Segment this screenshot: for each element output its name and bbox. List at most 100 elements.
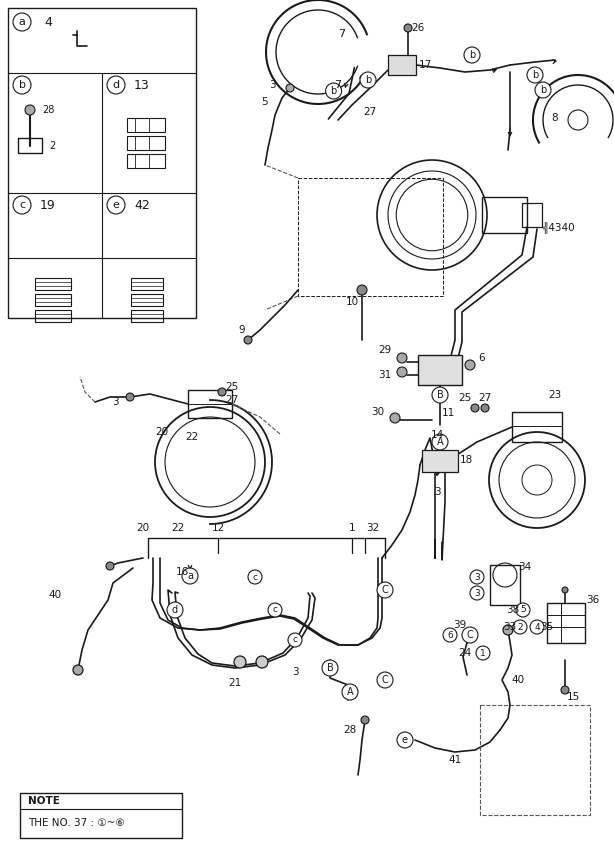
Text: 28: 28	[343, 725, 357, 735]
Text: 5: 5	[262, 97, 268, 107]
Bar	[512, 412, 562, 442]
Text: b: b	[532, 70, 538, 80]
Circle shape	[325, 83, 341, 99]
Bar	[522, 203, 542, 227]
Circle shape	[268, 603, 282, 617]
Text: 2: 2	[49, 141, 55, 151]
Circle shape	[465, 360, 475, 370]
Text: 24: 24	[459, 648, 472, 658]
Circle shape	[527, 67, 543, 83]
Text: A: A	[437, 437, 443, 447]
Text: C: C	[382, 585, 389, 595]
Text: B: B	[327, 663, 333, 673]
Text: 18: 18	[459, 455, 473, 465]
Bar	[482, 197, 527, 233]
Circle shape	[377, 672, 393, 688]
Circle shape	[535, 82, 551, 98]
Text: 20: 20	[155, 427, 169, 437]
Text: 3: 3	[292, 667, 298, 677]
Circle shape	[462, 627, 478, 643]
Circle shape	[432, 387, 448, 403]
Text: C: C	[467, 630, 473, 640]
Circle shape	[476, 646, 490, 660]
Bar	[131, 294, 163, 306]
Circle shape	[377, 582, 393, 598]
Text: 14: 14	[430, 430, 444, 440]
Text: 25: 25	[225, 382, 239, 392]
Circle shape	[244, 336, 252, 344]
Text: a: a	[187, 571, 193, 581]
Text: 3: 3	[269, 80, 275, 90]
Text: c: c	[292, 636, 298, 644]
Text: A: A	[347, 687, 353, 697]
Bar	[8, 8, 196, 318]
Text: 3: 3	[474, 573, 480, 581]
Circle shape	[13, 196, 31, 214]
Text: 7: 7	[335, 80, 341, 90]
Text: 17: 17	[418, 60, 432, 70]
Text: 26: 26	[411, 23, 425, 33]
Circle shape	[106, 562, 114, 570]
Bar	[388, 55, 416, 75]
Text: C: C	[382, 675, 389, 685]
Circle shape	[13, 76, 31, 94]
Circle shape	[234, 656, 246, 668]
Circle shape	[503, 625, 513, 635]
Text: 33: 33	[503, 622, 516, 632]
Circle shape	[107, 76, 125, 94]
Text: e: e	[402, 735, 408, 745]
Bar	[418, 355, 462, 385]
Text: b: b	[18, 80, 26, 90]
Text: 5: 5	[520, 605, 526, 615]
Text: 3: 3	[112, 397, 119, 407]
Circle shape	[562, 587, 568, 593]
Circle shape	[561, 686, 569, 694]
Bar	[20, 793, 182, 838]
Bar	[422, 450, 458, 472]
Text: b: b	[365, 75, 371, 85]
Circle shape	[397, 732, 413, 748]
Text: 27: 27	[363, 107, 376, 117]
Circle shape	[404, 24, 412, 32]
Text: 1: 1	[480, 649, 486, 658]
Bar	[547, 603, 585, 643]
Text: 25: 25	[459, 393, 472, 403]
Circle shape	[470, 570, 484, 584]
Text: ╣4340: ╣4340	[542, 221, 575, 233]
Text: d: d	[172, 605, 178, 615]
Text: 38: 38	[507, 605, 519, 615]
Bar	[35, 278, 71, 290]
Bar	[131, 278, 163, 290]
Text: 40: 40	[511, 675, 524, 685]
Text: 34: 34	[518, 562, 532, 572]
Text: d: d	[112, 80, 120, 90]
Bar	[127, 154, 165, 168]
Circle shape	[107, 196, 125, 214]
Text: 35: 35	[540, 622, 554, 632]
Circle shape	[471, 404, 479, 412]
Text: 3: 3	[474, 588, 480, 598]
Circle shape	[248, 570, 262, 584]
Text: 6: 6	[479, 353, 485, 363]
Bar	[131, 310, 163, 322]
Circle shape	[182, 568, 198, 584]
Bar	[298, 178, 443, 296]
Text: 16: 16	[176, 567, 188, 577]
Text: 23: 23	[548, 390, 562, 400]
Text: 22: 22	[171, 523, 185, 533]
Text: THE NO. 37 : ①~⑥: THE NO. 37 : ①~⑥	[28, 818, 125, 828]
Circle shape	[167, 602, 183, 618]
Circle shape	[256, 656, 268, 668]
Circle shape	[322, 660, 338, 676]
Circle shape	[13, 13, 31, 31]
Text: 42: 42	[134, 199, 150, 212]
Circle shape	[397, 353, 407, 363]
Circle shape	[342, 684, 358, 700]
Text: 9: 9	[239, 325, 246, 335]
Text: 32: 32	[367, 523, 379, 533]
Circle shape	[218, 388, 226, 396]
Text: 10: 10	[346, 297, 359, 307]
Text: c: c	[19, 200, 25, 210]
Text: b: b	[330, 86, 336, 96]
Circle shape	[513, 620, 527, 634]
